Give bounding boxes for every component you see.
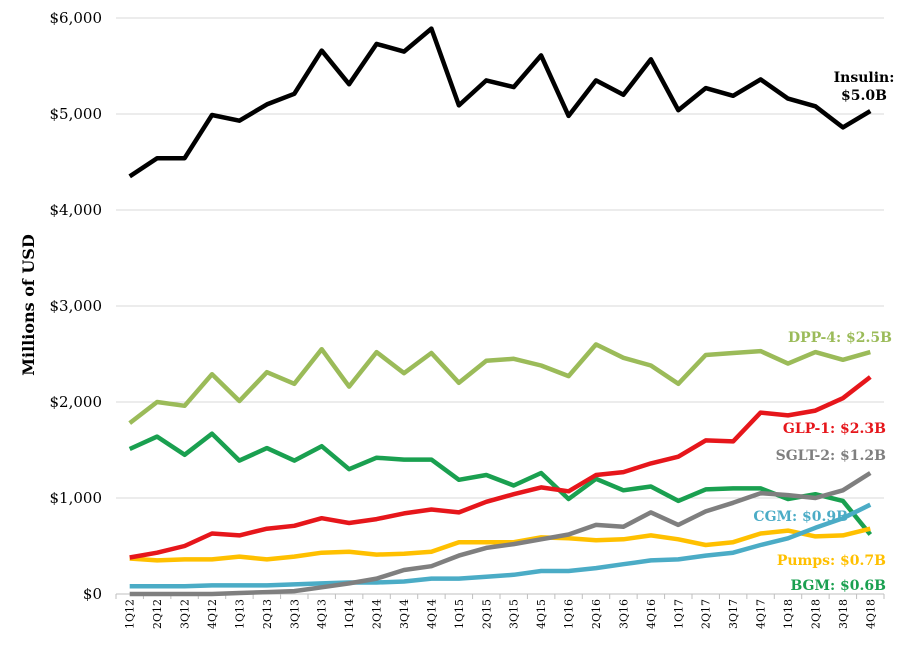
x-tick-label: 2Q15	[480, 599, 493, 629]
x-tick-label: 2Q12	[151, 599, 164, 629]
series-line-5	[129, 526, 871, 563]
y-tick-label: $0	[83, 585, 102, 603]
series-line-3	[129, 471, 872, 597]
x-tick-label: 3Q18	[837, 599, 850, 629]
x-tick-label: 4Q17	[755, 599, 768, 629]
series-label-3: SGLT-2: $1.2B	[776, 448, 887, 464]
x-tick-label: 2Q17	[700, 599, 713, 629]
x-tick-label: 3Q15	[508, 599, 521, 629]
x-tick-label: 1Q13	[233, 599, 246, 629]
x-axis: 1Q12 2Q12 3Q12 4Q12 1Q13 2Q13 3Q13 4Q13 1Q14 2Q14…	[115, 593, 885, 629]
x-tick-label: 4Q18	[864, 599, 877, 629]
y-axis: $0 $1,000 $2,000 $3,000 $4,000 $5,000 $6,000	[50, 9, 103, 603]
x-tick-label: 3Q16	[617, 599, 630, 629]
series-line-2	[129, 375, 872, 560]
x-tick-label: 1Q14	[343, 599, 356, 629]
x-tick-label: 4Q12	[206, 599, 219, 629]
series-label-2: GLP-1: $2.3B	[783, 421, 886, 437]
x-tick-label: 2Q13	[261, 599, 274, 629]
x-tick-label: 3Q17	[727, 599, 740, 629]
series-label-0: Insulin:	[834, 70, 895, 86]
y-tick-label: $6,000	[50, 9, 103, 27]
x-tick-label: 4Q13	[316, 599, 329, 629]
x-tick-label: 2Q14	[371, 599, 384, 629]
x-tick-label: 2Q16	[590, 599, 603, 629]
series-lines	[128, 26, 873, 597]
series-line-0	[128, 26, 872, 179]
y-tick-label: $5,000	[50, 105, 103, 123]
x-tick-label: 1Q18	[782, 599, 795, 629]
x-tick-label: 1Q17	[672, 599, 685, 629]
y-tick-label: $1,000	[50, 489, 103, 507]
series-labels: Insulin: $5.0B DPP-4: $2.5B GLP-1: $2.3B SGL…	[753, 70, 894, 594]
x-tick-label: 2Q18	[809, 599, 822, 629]
series-label-5: Pumps: $0.7B	[777, 553, 886, 569]
y-tick-label: $4,000	[50, 201, 103, 219]
x-tick-label: 4Q14	[425, 599, 438, 629]
x-tick-label: 3Q14	[398, 599, 411, 629]
x-tick-label: 3Q13	[288, 599, 301, 629]
series-label-1: DPP-4: $2.5B	[788, 330, 892, 346]
x-tick-label: 3Q12	[179, 599, 192, 629]
x-tick-label: 4Q15	[535, 599, 548, 629]
y-tick-label: $2,000	[50, 393, 103, 411]
x-tick-label: 4Q16	[645, 599, 658, 629]
gridlines	[116, 17, 884, 499]
y-tick-label: $3,000	[50, 297, 103, 315]
series-label-6: BGM: $0.6B	[790, 578, 886, 594]
series-label-0: $5.0B	[841, 88, 887, 104]
series-line-4	[129, 502, 872, 589]
y-axis-title: Millions of USD	[19, 234, 38, 376]
series-label-4: CGM: $0.9B	[753, 509, 848, 525]
series-line-6	[128, 431, 873, 536]
x-tick-label: 1Q16	[563, 599, 576, 629]
series-line-1	[128, 342, 871, 425]
x-tick-label: 1Q15	[453, 599, 466, 629]
x-tick-label: 1Q12	[124, 599, 137, 629]
